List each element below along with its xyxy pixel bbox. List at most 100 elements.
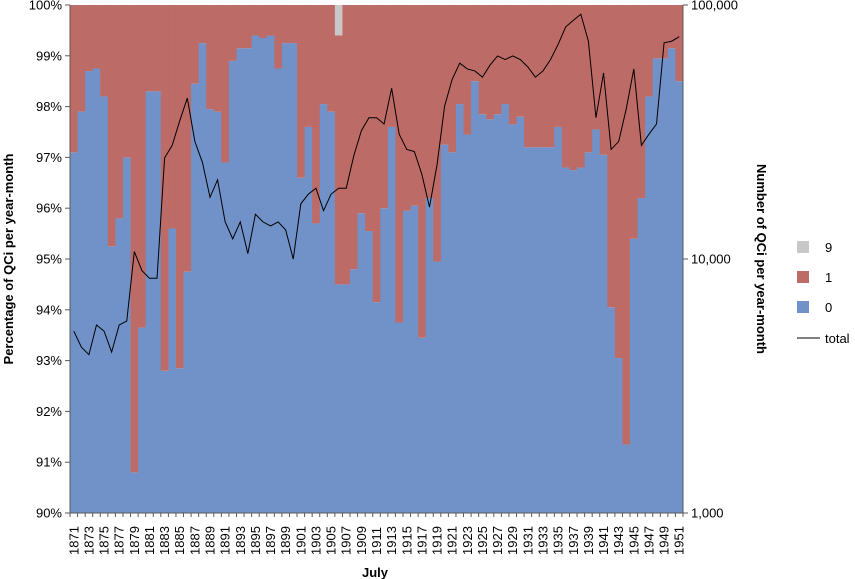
y-tick-label: 91%	[36, 455, 62, 470]
axes-layer	[65, 4, 688, 517]
bar-1-1912	[380, 5, 389, 209]
bar-1-1877	[115, 5, 124, 219]
x-tick-label: 1879	[127, 526, 142, 555]
bar-1-1875	[100, 5, 109, 97]
x-tick-label: 1951	[672, 526, 687, 555]
bar-0-1886	[183, 271, 192, 513]
bar-0-1881	[145, 91, 154, 514]
x-tick-labels: 1871 1873 1875 1877 1879 1881 1883 1885 1887 1889…	[66, 526, 686, 555]
bar-0-1872	[77, 111, 86, 514]
y-tick-label: 99%	[36, 48, 62, 63]
y-tick-label: 95%	[36, 252, 62, 267]
y-tick-label: 93%	[36, 353, 62, 368]
x-tick-label: 1899	[278, 526, 293, 555]
y2-axis-title: Number of QCi per year-month	[754, 164, 769, 354]
x-tick-label: 1871	[66, 526, 81, 555]
bar-0-1890	[213, 111, 222, 514]
y-axis-title: Percentage of QCi per year-month	[1, 153, 16, 364]
bar-1-1944	[622, 5, 631, 445]
bar-0-1927	[493, 114, 502, 513]
total-line	[73, 13, 680, 356]
x-tick-label: 1935	[551, 526, 566, 555]
x-tick-label: 1941	[596, 526, 611, 555]
bar-0-1940	[592, 129, 601, 513]
bar-1-1876	[107, 5, 116, 247]
bar-1-1940	[592, 5, 601, 130]
bar-1-1925	[478, 5, 487, 115]
bar-0-1905	[327, 111, 336, 514]
bar-0-1909	[357, 213, 366, 513]
y-tick-label: 92%	[36, 404, 62, 419]
bar-0-1946	[637, 198, 646, 514]
bar-1-1929	[508, 5, 517, 125]
bar-1-1918	[425, 5, 434, 199]
bar-1-1913	[387, 5, 396, 127]
bar-1-1947	[645, 5, 654, 97]
x-tick-label: 1909	[354, 526, 369, 555]
legend-label-0: 0	[825, 300, 832, 315]
bar-1-1887	[191, 5, 200, 84]
bar-0-1939	[584, 152, 593, 513]
x-tick-label: 1907	[339, 526, 354, 555]
x-tick-label: 1877	[112, 526, 127, 555]
bar-1-1883	[160, 5, 169, 371]
x-tick-label: 1873	[81, 526, 96, 555]
bar-1-1926	[486, 5, 495, 120]
bar-0-1922	[455, 104, 464, 513]
x-tick-label: 1905	[324, 526, 339, 555]
bar-1-1948	[652, 5, 661, 59]
bar-0-1900	[289, 43, 298, 513]
x-tick-label: 1929	[505, 526, 520, 555]
bar-1-1896	[259, 5, 268, 39]
bar-1-1945	[630, 5, 638, 239]
bar-1-1897	[266, 5, 275, 36]
x-tick-label: 1911	[369, 527, 384, 555]
bar-1-1936	[561, 5, 570, 168]
bar-0-1911	[372, 302, 381, 513]
bar-1-1920	[440, 5, 449, 145]
bar-0-1931	[524, 147, 533, 514]
bar-1-1915	[402, 5, 411, 211]
x-tick-label: 1897	[263, 526, 278, 555]
bar-1-1890	[213, 5, 222, 112]
legend-label-1: 1	[825, 270, 832, 285]
bar-1-1900	[289, 5, 298, 44]
bar-0-1887	[191, 83, 200, 514]
x-tick-label: 1939	[581, 526, 596, 555]
bar-1-1894	[244, 5, 253, 49]
bar-0-1938	[577, 167, 586, 513]
bar-0-1891	[221, 162, 230, 514]
x-tick-label: 1885	[172, 526, 187, 555]
x-tick-label: 1943	[611, 526, 626, 555]
x-tick-label: 1891	[218, 526, 233, 555]
bar-0-1888	[198, 43, 207, 513]
bar-1-1928	[501, 5, 510, 105]
bar-1-1931	[524, 5, 533, 148]
legend: 9 1 0 total	[797, 240, 850, 346]
x-tick-label: 1917	[414, 526, 429, 555]
bar-0-1915	[402, 210, 411, 514]
bar-0-1895	[251, 35, 260, 513]
x-tick-label: 1893	[233, 526, 248, 555]
bar-0-1880	[138, 327, 147, 513]
bar-9-1906	[334, 5, 343, 36]
bar-0-1876	[107, 246, 116, 514]
bar-1-1899	[281, 5, 290, 44]
bar-0-1889	[206, 109, 215, 513]
bar-0-1919	[433, 261, 442, 513]
bar-1-1908	[350, 5, 358, 270]
bar-1-1933	[539, 5, 548, 148]
bar-0-1945	[630, 238, 638, 513]
bar-1-1951	[675, 5, 684, 82]
bar-0-1878	[122, 157, 131, 513]
bar-0-1917	[418, 337, 427, 513]
bar-1-1935	[554, 5, 563, 127]
bar-0-1897	[266, 35, 275, 513]
x-tick-label: 1933	[535, 526, 550, 555]
bar-0-1937	[569, 170, 578, 513]
y-tick-label: 96%	[36, 201, 62, 216]
bar-0-1942	[607, 307, 616, 513]
bar-1-1903	[312, 5, 321, 224]
bar-1-1889	[206, 5, 215, 110]
bar-0-1936	[561, 167, 570, 513]
